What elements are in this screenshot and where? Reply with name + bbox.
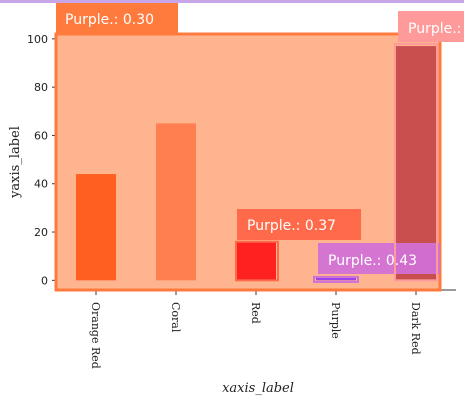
y-tick-label: 0 bbox=[41, 274, 48, 287]
annotation-outline-plot bbox=[54, 32, 442, 292]
annotation-label-bg bbox=[56, 3, 178, 34]
x-tick-label: Purple bbox=[329, 302, 342, 339]
top-rule bbox=[0, 0, 464, 3]
annotation-label-bg bbox=[318, 243, 440, 274]
annotation-group: Purple.: 0.30 Purple.: 0.37 Purple.: 0.43 P… bbox=[54, 3, 464, 292]
bar-orange-red bbox=[76, 174, 116, 281]
annotation-outline-purple bbox=[313, 275, 359, 283]
y-tick-label: 60 bbox=[34, 129, 48, 142]
x-tick-label: Coral bbox=[169, 302, 182, 333]
x-tick-label: Orange Red bbox=[89, 302, 102, 369]
x-tick-label: Dark Red bbox=[409, 302, 422, 355]
x-ticks-group: Orange Red Coral Red Purple Dark Red bbox=[89, 290, 422, 369]
annotation-label: Purple.: 0.30 bbox=[65, 12, 154, 28]
annotation-label-bg bbox=[237, 209, 361, 240]
annotation-outline-darkred bbox=[394, 43, 438, 282]
annotation-label: Purple.: 0.37 bbox=[247, 218, 336, 234]
annotation-label-bg bbox=[398, 11, 464, 42]
bar-red bbox=[236, 241, 276, 281]
x-tick-label: Red bbox=[249, 302, 262, 324]
annotation-label: Purple.: 0.43 bbox=[408, 21, 464, 37]
annotation-label: Purple.: 0.43 bbox=[328, 253, 417, 269]
bars-group bbox=[76, 46, 436, 281]
x-axis-title: xaxis_label bbox=[222, 381, 294, 396]
y-tick-label: 20 bbox=[34, 226, 48, 239]
y-tick-label: 40 bbox=[34, 178, 48, 191]
y-tick-label: 80 bbox=[34, 81, 48, 94]
bar-coral bbox=[156, 123, 196, 281]
annotation-outline-red bbox=[235, 240, 279, 282]
y-tick-label: 100 bbox=[27, 33, 48, 46]
y-ticks-group: 0 20 40 60 80 100 bbox=[27, 33, 56, 287]
bar-dark-red bbox=[396, 46, 436, 281]
y-axis-title: yaxis_label bbox=[8, 126, 23, 199]
bar-purple bbox=[316, 277, 356, 281]
